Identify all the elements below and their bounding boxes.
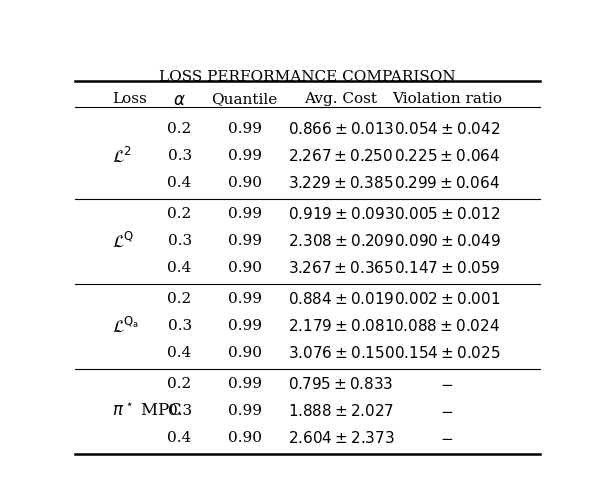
- Text: $0.088 \pm 0.024$: $0.088 \pm 0.024$: [394, 318, 500, 334]
- Text: Avg. Cost: Avg. Cost: [304, 92, 377, 106]
- Text: 0.99: 0.99: [228, 319, 262, 333]
- Text: 0.90: 0.90: [228, 346, 262, 360]
- Text: $0.147 \pm 0.059$: $0.147 \pm 0.059$: [394, 260, 500, 276]
- Text: 0.99: 0.99: [228, 207, 262, 221]
- Text: $0.054 \pm 0.042$: $0.054 \pm 0.042$: [394, 121, 500, 137]
- Text: $1.888 \pm 2.027$: $1.888 \pm 2.027$: [288, 403, 394, 419]
- Text: Violation ratio: Violation ratio: [392, 92, 502, 106]
- Text: $\mathcal{L}^\mathrm{Q}$: $\mathcal{L}^\mathrm{Q}$: [112, 231, 134, 251]
- Text: 0.3: 0.3: [167, 319, 191, 333]
- Text: $-$: $-$: [440, 377, 454, 391]
- Text: 0.2: 0.2: [167, 207, 192, 221]
- Text: $3.076 \pm 0.150$: $3.076 \pm 0.150$: [287, 345, 394, 361]
- Text: 0.99: 0.99: [228, 122, 262, 136]
- Text: 0.99: 0.99: [228, 292, 262, 306]
- Text: 0.4: 0.4: [167, 261, 192, 275]
- Text: $3.267 \pm 0.365$: $3.267 \pm 0.365$: [288, 260, 394, 276]
- Text: 0.2: 0.2: [167, 292, 192, 306]
- Text: 0.90: 0.90: [228, 261, 262, 275]
- Text: 0.99: 0.99: [228, 149, 262, 163]
- Text: $2.179 \pm 0.081$: $2.179 \pm 0.081$: [287, 318, 394, 334]
- Text: 0.3: 0.3: [167, 404, 191, 418]
- Text: $0.002 \pm 0.001$: $0.002 \pm 0.001$: [394, 291, 500, 307]
- Text: $2.604 \pm 2.373$: $2.604 \pm 2.373$: [287, 430, 394, 446]
- Text: Quantile: Quantile: [212, 92, 278, 106]
- Text: $0.225 \pm 0.064$: $0.225 \pm 0.064$: [394, 148, 500, 164]
- Text: 0.4: 0.4: [167, 346, 192, 360]
- Text: $-$: $-$: [440, 404, 454, 418]
- Text: 0.99: 0.99: [228, 404, 262, 418]
- Text: 0.4: 0.4: [167, 176, 192, 190]
- Text: $0.795 \pm 0.833$: $0.795 \pm 0.833$: [289, 376, 394, 392]
- Text: $-$: $-$: [440, 431, 454, 445]
- Text: $3.229 \pm 0.385$: $3.229 \pm 0.385$: [288, 175, 394, 191]
- Text: LOSS PERFORMANCE COMPARISON: LOSS PERFORMANCE COMPARISON: [159, 70, 456, 84]
- Text: $0.090 \pm 0.049$: $0.090 \pm 0.049$: [394, 233, 500, 249]
- Text: Loss: Loss: [112, 92, 147, 106]
- Text: $\mathcal{L}^{\mathrm{Q}_\mathrm{a}}$: $\mathcal{L}^{\mathrm{Q}_\mathrm{a}}$: [112, 317, 139, 336]
- Text: $0.919 \pm 0.093$: $0.919 \pm 0.093$: [287, 206, 394, 222]
- Text: 0.99: 0.99: [228, 234, 262, 248]
- Text: 0.90: 0.90: [228, 176, 262, 190]
- Text: $0.154 \pm 0.025$: $0.154 \pm 0.025$: [394, 345, 500, 361]
- Text: 0.3: 0.3: [167, 149, 191, 163]
- Text: 0.3: 0.3: [167, 234, 191, 248]
- Text: $\pi^\star$ MPC: $\pi^\star$ MPC: [112, 402, 182, 420]
- Text: 0.90: 0.90: [228, 431, 262, 445]
- Text: $0.005 \pm 0.012$: $0.005 \pm 0.012$: [394, 206, 500, 222]
- Text: 0.4: 0.4: [167, 431, 192, 445]
- Text: $2.308 \pm 0.209$: $2.308 \pm 0.209$: [288, 233, 394, 249]
- Text: 0.99: 0.99: [228, 377, 262, 391]
- Text: $0.866 \pm 0.013$: $0.866 \pm 0.013$: [288, 121, 394, 137]
- Text: $0.884 \pm 0.019$: $0.884 \pm 0.019$: [287, 291, 394, 307]
- Text: $2.267 \pm 0.250$: $2.267 \pm 0.250$: [289, 148, 394, 164]
- Text: 0.2: 0.2: [167, 377, 192, 391]
- Text: $0.299 \pm 0.064$: $0.299 \pm 0.064$: [394, 175, 500, 191]
- Text: 0.2: 0.2: [167, 122, 192, 136]
- Text: $\mathcal{L}^2$: $\mathcal{L}^2$: [112, 147, 132, 166]
- Text: $\alpha$: $\alpha$: [173, 92, 186, 109]
